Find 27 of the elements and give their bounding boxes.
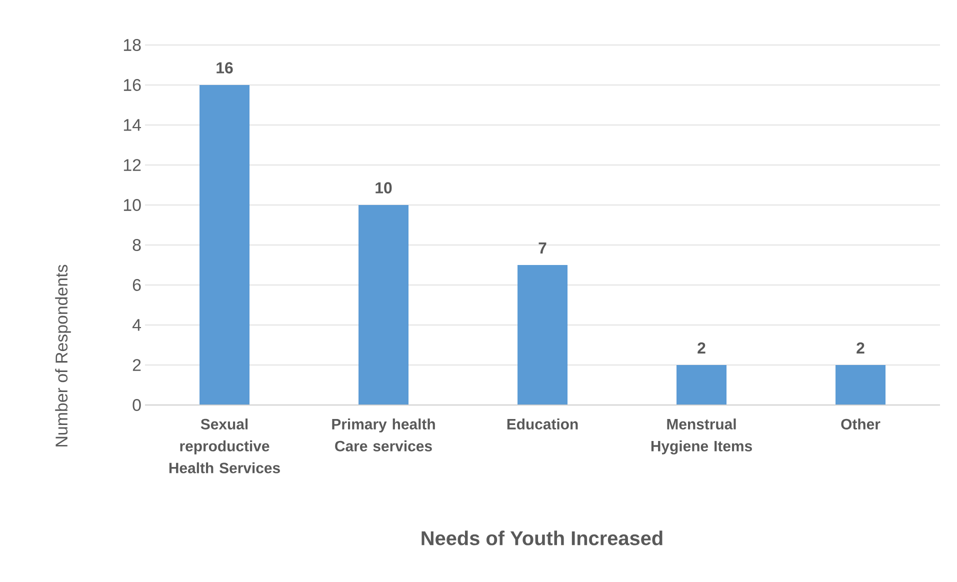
data-label: 2 (698, 342, 706, 354)
y-axis-title: Number of Respondents (55, 264, 71, 446)
data-label: 2 (856, 342, 864, 354)
bar (518, 264, 568, 405)
y-tick-label: 0 (132, 398, 141, 411)
y-tick-label: 16 (124, 78, 141, 91)
data-label: 7 (538, 242, 546, 254)
data-label: 16 (216, 62, 233, 74)
y-tick-label: 12 (124, 159, 141, 171)
y-tick-label: 2 (132, 359, 141, 371)
x-tick-label: Primary health Care services (332, 418, 435, 452)
x-axis-title: Needs of Youth Increased (422, 530, 662, 546)
y-tick-label: 18 (124, 38, 141, 51)
bar (358, 204, 409, 405)
y-tick-label: 8 (132, 238, 141, 251)
y-tick-label: 14 (124, 119, 141, 131)
x-tick-label: Sexual reproductive Health Services (169, 418, 280, 474)
x-tick-label: Other (841, 418, 880, 430)
y-tick-label: 6 (132, 278, 141, 291)
y-tick-label: 10 (124, 198, 141, 211)
x-tick-label: Education (507, 418, 578, 430)
bar (200, 84, 250, 405)
x-tick-label: Menstrual Hygiene Items (651, 418, 752, 454)
bar (676, 364, 727, 405)
data-label: 10 (376, 182, 392, 194)
y-tick-label: 4 (132, 319, 141, 331)
bar (836, 364, 886, 405)
